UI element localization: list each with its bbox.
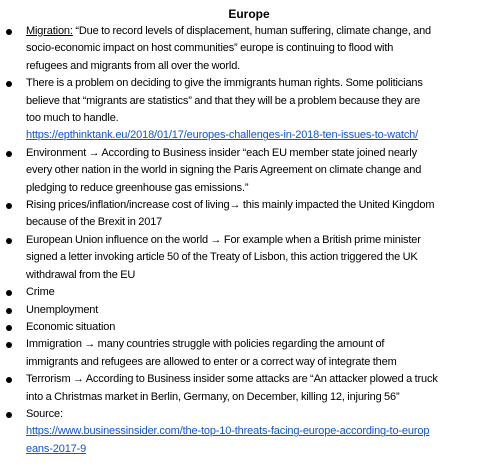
item-text: refugees and migrants from all over the … xyxy=(26,59,241,72)
list-item: There is a problem on deciding to give t… xyxy=(0,75,498,145)
item-text-line: immigrants and refugees are allowed to e… xyxy=(26,354,492,371)
item-text-line: socio-economic impact on host communitie… xyxy=(26,40,492,57)
item-text-line: pledging to reduce greenhouse gas emissi… xyxy=(26,180,492,197)
bullet-icon xyxy=(6,237,12,244)
item-text-line: There is a problem on deciding to give t… xyxy=(26,75,492,92)
item-text-line: believe that “migrants are statistics” a… xyxy=(26,93,492,110)
item-text-line: Rising prices/inflation/increase cost of… xyxy=(26,197,492,214)
item-link-line: eans-2017-9 xyxy=(26,441,492,458)
item-text: too much to handle. xyxy=(26,112,119,125)
item-text: Source: xyxy=(26,407,63,420)
item-text: Environment → According to Business insi… xyxy=(26,146,417,159)
item-link-line: https://epthinktank.eu/2018/01/17/europe… xyxy=(26,127,492,144)
bullet-icon xyxy=(6,377,12,384)
list-item: Unemployment xyxy=(0,302,498,319)
item-text: immigrants and refugees are allowed to e… xyxy=(26,355,397,368)
item-text: because of the Brexit in 2017 xyxy=(26,216,163,229)
source-link[interactable]: https://www.businessinsider.com/the-top-… xyxy=(26,425,430,438)
bullet-icon xyxy=(6,342,12,349)
item-text: Rising prices/inflation/increase cost of… xyxy=(26,199,435,212)
item-text-line: Environment → According to Business insi… xyxy=(26,145,492,162)
item-text: Immigration → many countries struggle wi… xyxy=(26,338,385,351)
bullet-icon xyxy=(6,203,12,210)
item-text-line: Economic situation xyxy=(26,319,492,336)
item-text-line: because of the Brexit in 2017 xyxy=(26,214,492,231)
item-text-line: refugees and migrants from all over the … xyxy=(26,58,492,75)
item-text-line: withdrawal from the EU xyxy=(26,267,492,284)
item-text: believe that “migrants are statistics” a… xyxy=(26,94,421,107)
item-text: socio-economic impact on host communitie… xyxy=(26,42,394,55)
bullet-icon xyxy=(6,81,12,88)
item-text: Crime xyxy=(26,286,55,299)
item-text: Terrorism → According to Business inside… xyxy=(26,373,438,386)
item-text: European Union influence on the world → … xyxy=(26,233,421,246)
item-text-line: Unemployment xyxy=(26,302,492,319)
list-item: Economic situation xyxy=(0,319,498,336)
list-item: Migration: “Due to record levels of disp… xyxy=(0,23,498,75)
list-item: Immigration → many countries struggle wi… xyxy=(0,336,498,371)
bullet-list: Migration: “Due to record levels of disp… xyxy=(0,23,498,458)
item-label: Migration: xyxy=(26,25,73,37)
item-text: every other nation in the world in signi… xyxy=(26,164,422,177)
item-text-line: into a Christmas market in Berlin, Germa… xyxy=(26,389,492,406)
item-text-line: Immigration → many countries struggle wi… xyxy=(26,336,492,353)
list-item: Rising prices/inflation/increase cost of… xyxy=(0,197,498,232)
bullet-icon xyxy=(6,29,12,35)
item-text: Economic situation xyxy=(26,320,116,333)
item-text-line: Source: xyxy=(26,406,492,423)
bullet-icon xyxy=(6,150,12,157)
item-text-line: Terrorism → According to Business inside… xyxy=(26,371,492,388)
item-text-line: European Union influence on the world → … xyxy=(26,232,492,249)
item-text: There is a problem on deciding to give t… xyxy=(26,77,423,90)
document-title: Europe xyxy=(228,7,270,21)
list-item: Crime xyxy=(0,284,498,301)
item-text-line: Crime xyxy=(26,284,492,301)
item-text-line: Migration: “Due to record levels of disp… xyxy=(26,23,492,40)
item-text: “Due to record levels of displacement, h… xyxy=(72,25,432,37)
item-text: into a Christmas market in Berlin, Germa… xyxy=(26,390,400,403)
list-item: Source: https://www.businessinsider.com/t… xyxy=(0,406,498,458)
item-text: withdrawal from the EU xyxy=(26,268,136,281)
item-text-line: signed a letter invoking article 50 of t… xyxy=(26,249,492,266)
item-text: Unemployment xyxy=(26,303,99,316)
item-text-line: every other nation in the world in signi… xyxy=(26,162,492,179)
bullet-icon xyxy=(6,307,12,314)
bullet-icon xyxy=(6,411,12,418)
source-link[interactable]: https://epthinktank.eu/2018/01/17/europe… xyxy=(26,129,419,142)
item-text: signed a letter invoking article 50 of t… xyxy=(26,251,418,264)
list-item: Environment → According to Business insi… xyxy=(0,145,498,197)
list-item: Terrorism → According to Business inside… xyxy=(0,371,498,406)
source-link[interactable]: eans-2017-9 xyxy=(26,442,87,455)
bullet-icon xyxy=(6,324,12,331)
list-item: European Union influence on the world → … xyxy=(0,232,498,284)
bullet-icon xyxy=(6,290,12,297)
item-text-line: too much to handle. xyxy=(26,110,492,127)
item-link-line: https://www.businessinsider.com/the-top-… xyxy=(26,423,492,440)
item-text: pledging to reduce greenhouse gas emissi… xyxy=(26,181,249,194)
